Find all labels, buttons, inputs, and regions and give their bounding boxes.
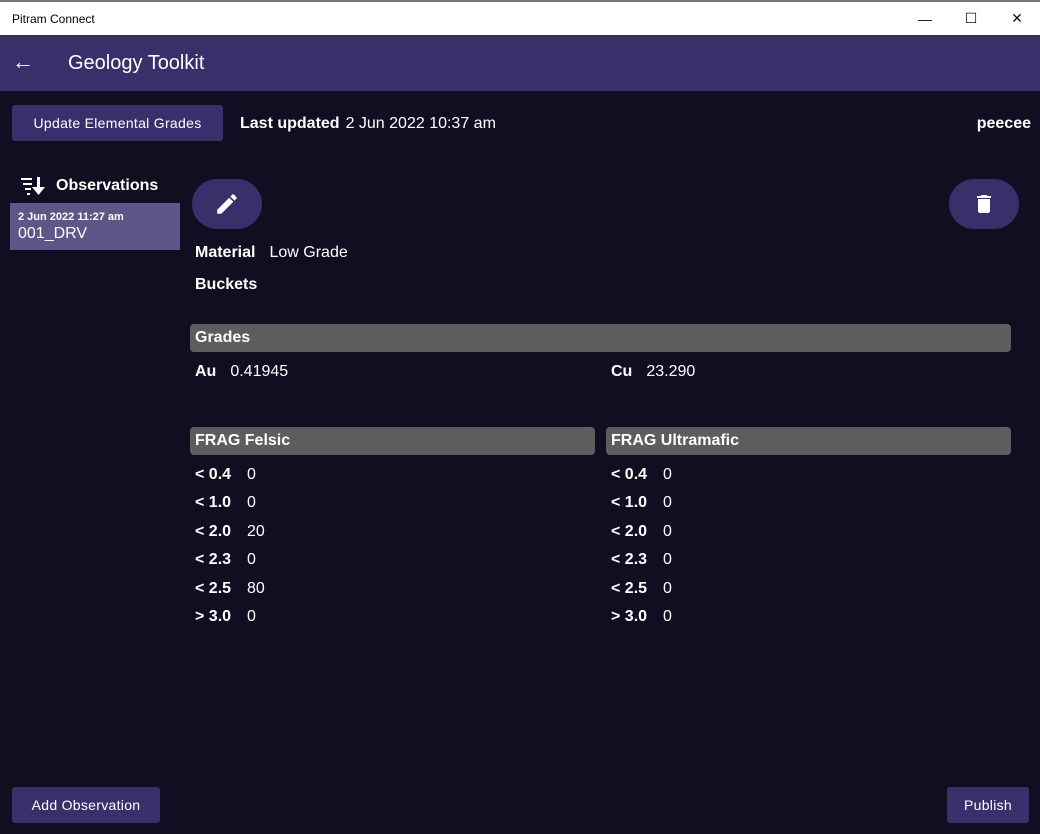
observation-date: 2 Jun 2022 11:27 am bbox=[18, 211, 124, 223]
minimize-icon[interactable]: — bbox=[918, 10, 932, 27]
frag-size: > 3.0 bbox=[195, 607, 232, 625]
maximize-icon[interactable]: ☐ bbox=[964, 10, 978, 26]
edit-button[interactable] bbox=[192, 179, 262, 229]
frag-value: 20 bbox=[247, 522, 265, 540]
frag-size: < 1.0 bbox=[611, 494, 648, 512]
update-elemental-grades-button[interactable]: Update Elemental Grades bbox=[12, 105, 223, 141]
frag-size: < 2.5 bbox=[611, 579, 648, 597]
frag-size: < 2.0 bbox=[611, 522, 648, 540]
grade-au: Au 0.41945 bbox=[195, 363, 288, 381]
frag-felsic-header: FRAG Felsic bbox=[190, 427, 595, 455]
publish-button[interactable]: Publish bbox=[947, 787, 1029, 823]
frag-row: < 2.5 0 bbox=[611, 580, 672, 608]
window-title: Pitram Connect bbox=[12, 12, 95, 26]
frag-value: 0 bbox=[663, 494, 672, 512]
frag-row: > 3.0 0 bbox=[611, 608, 672, 636]
grades-section-header: Grades bbox=[190, 324, 1011, 352]
last-updated-value: 2 Jun 2022 10:37 am bbox=[345, 115, 496, 132]
frag-row: < 2.5 80 bbox=[195, 580, 265, 608]
frag-row: < 1.0 0 bbox=[195, 494, 265, 522]
user-name: peecee bbox=[976, 115, 1031, 132]
back-arrow-icon[interactable]: ← bbox=[12, 49, 34, 74]
frag-value: 0 bbox=[247, 494, 256, 512]
buckets-label: Buckets bbox=[195, 276, 258, 293]
frag-row: < 2.3 0 bbox=[195, 551, 265, 579]
window-titlebar: Pitram Connect — ☐ ✕ bbox=[0, 0, 1040, 35]
frag-size: < 2.5 bbox=[195, 579, 232, 597]
close-icon[interactable]: ✕ bbox=[1011, 10, 1023, 26]
add-observation-button[interactable]: Add Observation bbox=[12, 787, 160, 823]
frag-row: < 2.0 20 bbox=[195, 523, 265, 551]
last-updated: Last updated 2 Jun 2022 10:37 am bbox=[240, 115, 496, 133]
observation-list-item[interactable]: 2 Jun 2022 11:27 am 001_DRV bbox=[10, 203, 180, 250]
material-label: Material bbox=[195, 244, 256, 261]
frag-value: 0 bbox=[247, 607, 256, 625]
frag-size: < 2.3 bbox=[195, 551, 232, 569]
frag-value: 0 bbox=[663, 579, 672, 597]
frag-row: < 2.0 0 bbox=[611, 523, 672, 551]
grade-cu: Cu 23.290 bbox=[611, 363, 695, 381]
frag-size: < 0.4 bbox=[611, 466, 648, 483]
frag-row: < 2.3 0 bbox=[611, 551, 672, 579]
trash-icon bbox=[977, 195, 991, 213]
last-updated-label: Last updated bbox=[240, 115, 340, 132]
frag-value: 0 bbox=[663, 607, 672, 625]
frag-ultramafic-header: FRAG Ultramafic bbox=[606, 427, 1011, 455]
sort-descending-icon[interactable] bbox=[20, 175, 46, 197]
pencil-icon bbox=[217, 194, 237, 214]
frag-row: > 3.0 0 bbox=[195, 608, 265, 636]
frag-size: < 2.0 bbox=[195, 522, 232, 540]
observations-header: Observations bbox=[20, 175, 158, 197]
frag-value: 0 bbox=[247, 551, 256, 569]
material-field: Material Low Grade bbox=[195, 244, 348, 262]
frag-size: < 0.4 bbox=[195, 466, 232, 483]
frag-row: < 0.4 0 bbox=[611, 466, 672, 494]
observations-heading: Observations bbox=[56, 177, 159, 194]
grade-label: Au bbox=[195, 363, 217, 380]
frag-felsic-rows: < 0.4 0 < 1.0 0 < 2.0 20 < 2.3 0 < 2.5 80 > 3… bbox=[195, 466, 265, 636]
app-bar: ← Geology Toolkit bbox=[0, 35, 1040, 91]
page-title: Geology Toolkit bbox=[68, 52, 205, 74]
frag-size: < 1.0 bbox=[195, 494, 232, 512]
frag-size: < 2.3 bbox=[611, 551, 648, 569]
frag-ultramafic-rows: < 0.4 0 < 1.0 0 < 2.0 0 < 2.3 0 < 2.5 0 > 3.0… bbox=[611, 466, 672, 636]
frag-size: > 3.0 bbox=[611, 607, 648, 625]
grade-label: Cu bbox=[611, 363, 633, 380]
delete-button[interactable] bbox=[949, 179, 1019, 229]
frag-value: 0 bbox=[247, 466, 256, 483]
frag-value: 80 bbox=[247, 579, 265, 597]
grade-value: 23.290 bbox=[646, 363, 696, 380]
frag-row: < 0.4 0 bbox=[195, 466, 265, 494]
frag-row: < 1.0 0 bbox=[611, 494, 672, 522]
frag-value: 0 bbox=[663, 466, 672, 483]
observation-name: 001_DRV bbox=[18, 225, 88, 242]
material-value: Low Grade bbox=[269, 244, 348, 261]
frag-value: 0 bbox=[663, 522, 672, 540]
buckets-field: Buckets bbox=[195, 276, 271, 294]
grade-value: 0.41945 bbox=[230, 363, 289, 380]
frag-value: 0 bbox=[663, 551, 672, 569]
